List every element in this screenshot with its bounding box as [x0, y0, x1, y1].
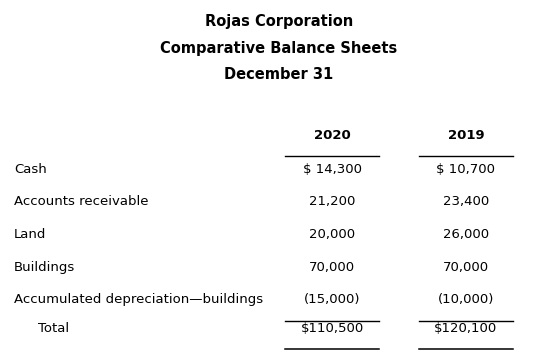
Text: December 31: December 31 — [224, 67, 334, 82]
Text: 70,000: 70,000 — [309, 261, 355, 274]
Text: Land: Land — [14, 228, 46, 241]
Text: $110,500: $110,500 — [300, 322, 364, 336]
Text: $ 14,300: $ 14,300 — [302, 163, 362, 176]
Text: 2019: 2019 — [448, 129, 484, 142]
Text: 23,400: 23,400 — [443, 195, 489, 209]
Text: (10,000): (10,000) — [437, 293, 494, 306]
Text: 26,000: 26,000 — [443, 228, 489, 241]
Text: Rojas Corporation: Rojas Corporation — [205, 14, 353, 29]
Text: $120,100: $120,100 — [434, 322, 498, 336]
Text: (15,000): (15,000) — [304, 293, 360, 306]
Text: 2020: 2020 — [314, 129, 350, 142]
Text: Accounts receivable: Accounts receivable — [14, 195, 148, 209]
Text: Comparative Balance Sheets: Comparative Balance Sheets — [160, 41, 398, 56]
Text: 21,200: 21,200 — [309, 195, 355, 209]
Text: Buildings: Buildings — [14, 261, 75, 274]
Text: Accumulated depreciation—buildings: Accumulated depreciation—buildings — [14, 293, 263, 306]
Text: 20,000: 20,000 — [309, 228, 355, 241]
Text: Cash: Cash — [14, 163, 47, 176]
Text: 70,000: 70,000 — [443, 261, 489, 274]
Text: Total: Total — [38, 322, 69, 336]
Text: $ 10,700: $ 10,700 — [436, 163, 496, 176]
